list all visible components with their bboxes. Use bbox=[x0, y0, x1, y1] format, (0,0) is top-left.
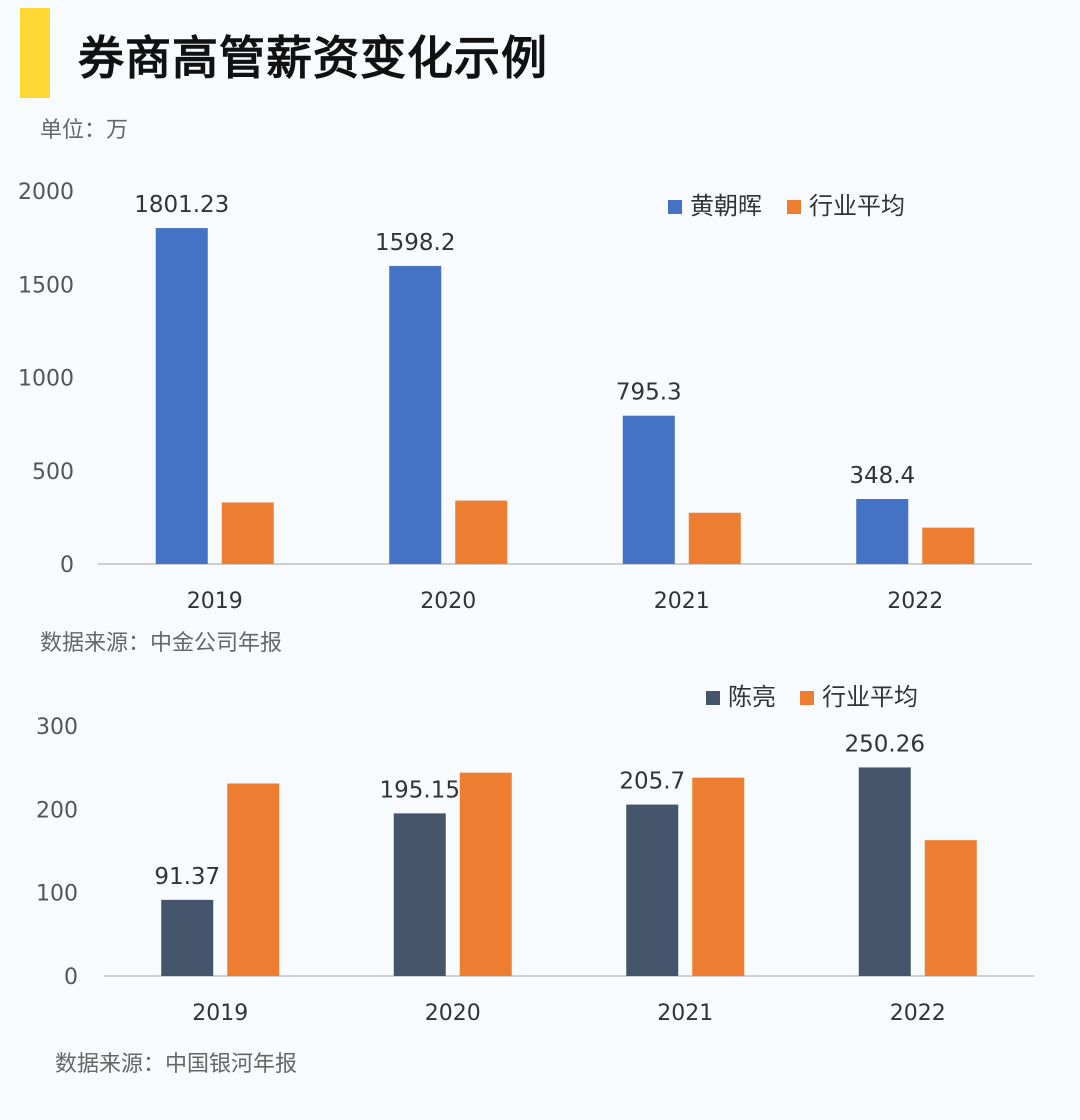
c2-data-label: 91.37 bbox=[154, 864, 220, 890]
c1-ytick-label: 1500 bbox=[18, 273, 74, 298]
source-note-1: 数据来源：中金公司年报 bbox=[40, 631, 283, 656]
c2-legend-label: 陈亮 bbox=[728, 683, 776, 711]
c1-legend-swatch bbox=[787, 200, 801, 214]
c1-legend-swatch bbox=[668, 200, 682, 214]
c2-legend-label: 行业平均 bbox=[822, 683, 918, 711]
c1-bar bbox=[922, 527, 975, 564]
c1-xtick-label: 2021 bbox=[654, 589, 710, 610]
source-note-2: 数据来源：中国银河年报 bbox=[55, 1052, 298, 1077]
chart-huang-chaohui: 0 500 1000 1500 2000 2019 1801.23 2020 1598.2 202… bbox=[18, 180, 1032, 610]
unit-label: 单位：万 bbox=[40, 118, 129, 143]
c1-bar bbox=[389, 265, 442, 564]
c1-ytick-label: 0 bbox=[60, 553, 74, 578]
c1-legend-label: 行业平均 bbox=[809, 192, 905, 220]
c2-bar bbox=[459, 772, 512, 976]
title-accent-bar bbox=[20, 8, 50, 98]
c2-bar bbox=[161, 899, 214, 976]
c1-bar bbox=[155, 228, 208, 564]
c1-data-label: 348.4 bbox=[849, 463, 915, 489]
c2-xtick-label: 2020 bbox=[425, 1001, 481, 1026]
c2-bar bbox=[227, 783, 280, 976]
c1-bar bbox=[455, 500, 508, 564]
c2-bar bbox=[626, 804, 679, 976]
c2-xtick-label: 2021 bbox=[657, 1001, 713, 1026]
c2-ytick-label: 200 bbox=[36, 798, 78, 823]
c1-ytick-label: 2000 bbox=[18, 180, 74, 205]
c1-legend-label: 黄朝晖 bbox=[690, 192, 762, 220]
c1-bar bbox=[221, 502, 274, 564]
c2-ytick-label: 0 bbox=[64, 965, 78, 990]
c2-bar bbox=[692, 777, 745, 976]
c2-data-label: 205.7 bbox=[619, 769, 685, 795]
c1-data-label: 795.3 bbox=[616, 380, 682, 406]
c1-ytick-label: 1000 bbox=[18, 367, 74, 392]
c1-bar bbox=[622, 415, 675, 564]
chart-chen-liang: 0 100 200 300 2019 91.37 2020 195.15 2021 205.7 20… bbox=[36, 683, 1034, 1026]
c1-ytick-label: 500 bbox=[32, 460, 74, 485]
c2-bar bbox=[924, 840, 977, 976]
c2-ytick-label: 100 bbox=[36, 882, 78, 907]
c2-ytick-label: 300 bbox=[36, 715, 78, 740]
c1-xtick-label: 2022 bbox=[887, 589, 943, 610]
c2-xtick-label: 2019 bbox=[192, 1001, 248, 1026]
c2-xtick-label: 2022 bbox=[890, 1001, 946, 1026]
c1-bar bbox=[856, 499, 909, 564]
c1-xtick-label: 2020 bbox=[420, 589, 476, 610]
c2-bar bbox=[858, 767, 911, 976]
c2-bar bbox=[393, 813, 446, 976]
c2-data-label: 195.15 bbox=[380, 777, 460, 803]
c2-legend-swatch bbox=[706, 691, 720, 705]
page-title: 券商高管薪资变化示例 bbox=[78, 31, 548, 85]
c1-xtick-label: 2019 bbox=[187, 589, 243, 610]
c2-legend-swatch bbox=[800, 691, 814, 705]
c2-data-label: 250.26 bbox=[845, 731, 925, 757]
c1-data-label: 1598.2 bbox=[375, 230, 455, 256]
c1-bar bbox=[688, 512, 741, 564]
c1-data-label: 1801.23 bbox=[134, 192, 229, 218]
